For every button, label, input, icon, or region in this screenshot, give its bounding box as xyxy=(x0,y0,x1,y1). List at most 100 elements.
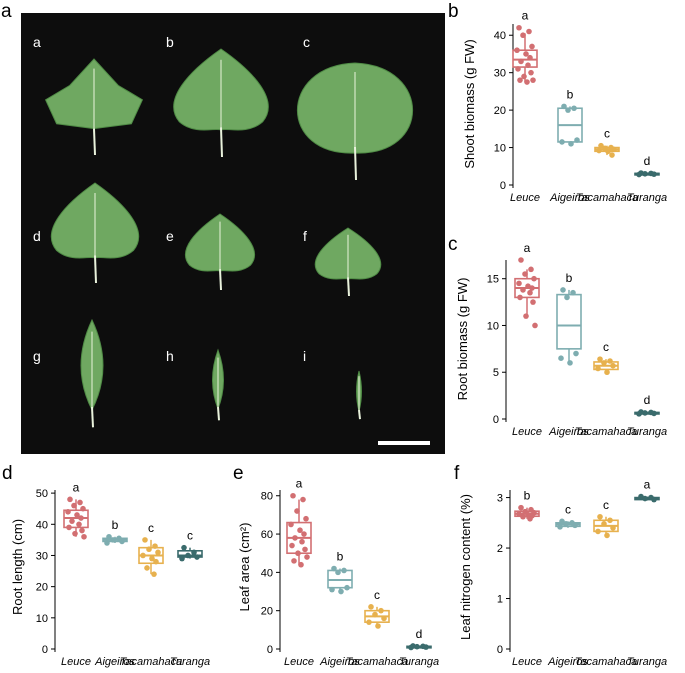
data-point xyxy=(381,615,387,622)
significance-letter: b xyxy=(337,550,344,564)
data-point xyxy=(527,54,533,61)
leaf-petiole xyxy=(354,146,357,181)
y-tick-label: 30 xyxy=(494,68,506,80)
data-point xyxy=(598,142,604,149)
data-point xyxy=(595,528,601,535)
panel-label-a: a xyxy=(1,1,12,22)
significance-letter: c xyxy=(374,588,380,602)
leaf-petiole xyxy=(220,127,223,158)
data-point xyxy=(304,554,310,560)
data-point xyxy=(414,643,420,650)
significance-letter: c xyxy=(603,498,609,512)
leaf-b: b xyxy=(166,34,269,158)
data-point xyxy=(294,508,300,514)
data-point xyxy=(81,533,87,540)
data-point xyxy=(570,289,576,296)
x-category-label: Leuce xyxy=(510,192,540,204)
y-tick-label: 3 xyxy=(497,493,503,505)
leaf-photo: a b c d e f g h i xyxy=(21,13,445,454)
x-category-label: Turanga xyxy=(627,192,667,204)
data-point xyxy=(516,280,522,287)
y-tick-label: 0 xyxy=(493,414,499,426)
data-point xyxy=(408,644,414,651)
y-tick-label: 40 xyxy=(494,30,506,42)
x-category-label: Turanga xyxy=(627,656,667,668)
significance-letter: b xyxy=(524,489,531,503)
data-point xyxy=(292,535,298,541)
panel-label-e: e xyxy=(233,463,244,484)
data-point xyxy=(66,524,72,531)
y-tick-label: 0 xyxy=(497,644,503,656)
data-point xyxy=(341,567,347,574)
data-point xyxy=(604,369,610,376)
y-tick-label: 20 xyxy=(261,606,273,618)
x-category-label: Leuce xyxy=(284,656,314,668)
data-point xyxy=(106,533,112,540)
data-point xyxy=(80,505,86,512)
data-point xyxy=(529,285,535,291)
data-point xyxy=(651,410,657,417)
data-point xyxy=(525,62,531,68)
data-point xyxy=(194,554,200,560)
y-tick-label: 1 xyxy=(497,594,503,606)
data-point xyxy=(338,588,344,595)
data-point xyxy=(597,356,603,362)
data-point xyxy=(295,550,301,557)
chart-root-biomass: 0 5 10 15 Root biomass (g FW) a Leuce b Aigeiros… xyxy=(455,241,667,438)
y-tick-label: 2 xyxy=(497,543,503,555)
y-tick-label: 15 xyxy=(487,274,499,286)
y-tick-label: 10 xyxy=(36,613,48,625)
data-point xyxy=(69,518,75,524)
scale-bar xyxy=(378,441,430,445)
data-point xyxy=(560,287,566,293)
x-category-label: Tacamahaca xyxy=(120,656,183,668)
data-point xyxy=(595,365,601,372)
y-tick-label: 40 xyxy=(261,567,273,579)
y-tick-label: 40 xyxy=(36,519,48,531)
leaf-label-h: h xyxy=(166,348,174,364)
data-point xyxy=(297,527,303,534)
data-point xyxy=(179,555,185,562)
x-category-label: Aigeiros xyxy=(548,426,589,438)
data-point xyxy=(527,515,533,522)
x-category-label: Aigeiros xyxy=(94,656,135,668)
y-tick-label: 50 xyxy=(36,488,48,500)
data-point xyxy=(302,546,308,553)
data-point xyxy=(335,569,341,576)
data-point xyxy=(527,289,533,296)
data-point xyxy=(518,504,524,511)
data-point xyxy=(528,266,534,273)
panel-label-b: b xyxy=(448,1,459,22)
data-point xyxy=(516,24,522,31)
data-point xyxy=(605,148,611,155)
data-point xyxy=(520,513,526,520)
significance-letter: a xyxy=(524,241,531,255)
x-category-label: Tacamahaca xyxy=(575,656,638,668)
data-point xyxy=(331,565,337,572)
leaf-g: g xyxy=(33,318,104,428)
panel-label-d: d xyxy=(2,463,13,484)
data-point xyxy=(528,69,534,76)
significance-letter: d xyxy=(416,627,423,641)
data-point xyxy=(140,552,146,559)
data-point xyxy=(642,410,648,416)
y-tick-label: 0 xyxy=(42,644,48,656)
panel-label-c: c xyxy=(448,234,458,255)
data-point xyxy=(596,147,602,154)
leaf-label-c: c xyxy=(303,34,310,50)
significance-letter: c xyxy=(604,127,610,141)
data-point xyxy=(530,299,536,305)
data-point xyxy=(191,549,197,556)
significance-letter: c xyxy=(187,529,193,543)
data-point xyxy=(71,502,77,509)
data-point xyxy=(530,77,536,83)
data-point xyxy=(79,527,85,534)
data-point xyxy=(375,623,381,629)
leaf-petiole xyxy=(347,277,350,297)
data-point xyxy=(571,105,577,112)
data-point xyxy=(517,77,523,83)
leaf-petiole xyxy=(219,269,222,291)
data-point xyxy=(567,360,573,366)
data-point xyxy=(289,542,295,549)
